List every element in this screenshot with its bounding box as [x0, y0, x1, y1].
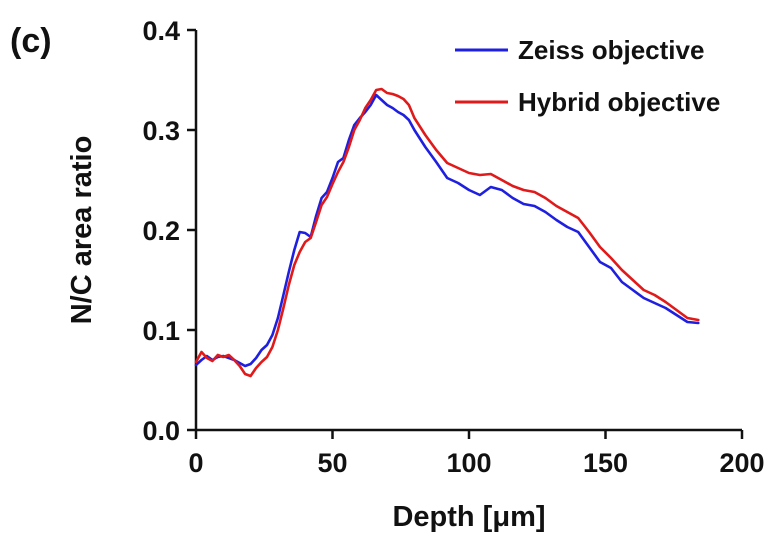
- y-tick-label: 0.1: [142, 316, 180, 346]
- x-tick-label: 150: [583, 448, 628, 478]
- legend: Zeiss objective Hybrid objective: [455, 35, 720, 117]
- legend-label: Hybrid objective: [518, 87, 720, 117]
- y-axis-title: N/C area ratio: [66, 136, 98, 325]
- y-tick-label: 0.0: [142, 416, 180, 446]
- legend-label: Zeiss objective: [518, 35, 704, 65]
- x-tick-label: 50: [317, 448, 347, 478]
- panel-label: (c): [10, 22, 52, 60]
- x-tick-label: 0: [188, 448, 203, 478]
- y-tick-label: 0.4: [142, 16, 180, 46]
- y-axis-ticks: 0.0 0.1 0.2 0.3 0.4: [142, 16, 196, 446]
- x-axis-ticks: 0 50 100 150 200: [188, 430, 765, 478]
- x-axis-title: Depth [μm]: [392, 501, 545, 533]
- x-tick-label: 200: [719, 448, 764, 478]
- series-line-hybrid: [194, 87, 700, 378]
- y-tick-label: 0.3: [142, 116, 180, 146]
- series-line-zeiss: [194, 93, 700, 368]
- y-tick-label: 0.2: [142, 216, 180, 246]
- x-tick-label: 100: [446, 448, 491, 478]
- series-layer: [194, 87, 700, 378]
